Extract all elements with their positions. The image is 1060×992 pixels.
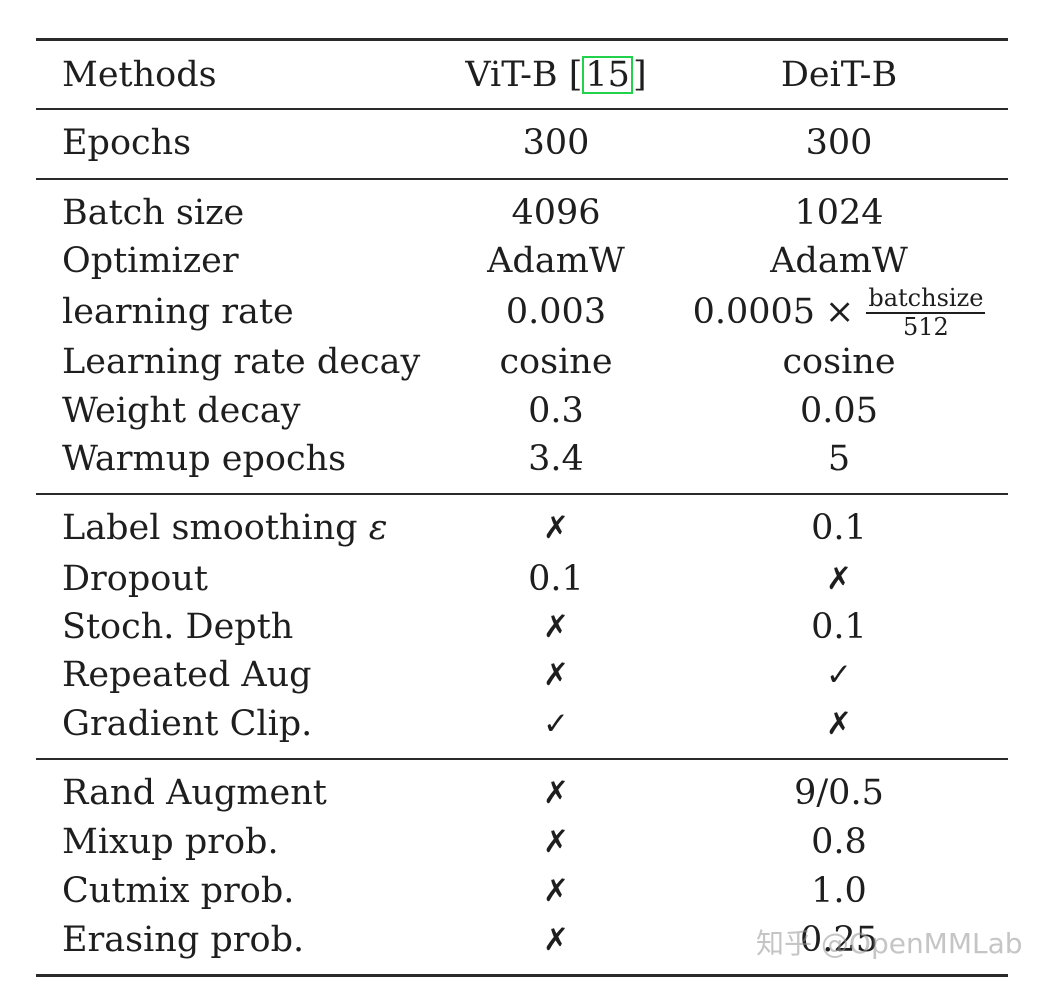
deit-value: 1024 xyxy=(794,193,884,233)
deit-value: 0.25 xyxy=(800,920,878,960)
table-row: Cutmix prob. ✗ 1.0 xyxy=(0,867,1060,915)
deit-value: ✗ xyxy=(826,706,852,742)
deit-value: cosine xyxy=(782,342,896,382)
vit-value: ✓ xyxy=(543,706,569,742)
row-label: Warmup epochs xyxy=(62,439,347,479)
row-label: Gradient Clip. xyxy=(62,704,313,744)
watermark: 知乎 @OpenMMLab xyxy=(756,927,1023,960)
row-label: Rand Augment xyxy=(62,773,327,813)
deit-value: 0.1 xyxy=(811,508,867,548)
table-row: Warmup epochs 3.4 5 xyxy=(0,435,1060,483)
learning-rate-formula: 0.0005 × batchsize 512 xyxy=(692,283,986,341)
fraction-numerator: batchsize xyxy=(866,283,986,314)
deit-value: 0.8 xyxy=(811,822,867,862)
epochs-label: Epochs xyxy=(62,123,192,163)
vit-b-cite-open: [ xyxy=(568,55,583,95)
table-row: Weight decay 0.3 0.05 xyxy=(0,387,1060,435)
vit-b-name: ViT-B xyxy=(465,55,569,95)
deit-value: AdamW xyxy=(770,241,908,281)
row-label: Batch size xyxy=(62,193,245,233)
section-rule xyxy=(36,758,1008,760)
table-row: Gradient Clip. ✓ ✗ xyxy=(0,700,1060,748)
vit-value: 0.003 xyxy=(505,292,607,332)
deit-value: ✓ xyxy=(826,657,852,693)
epochs-vit: 300 xyxy=(522,123,590,163)
deit-value: 0.0005 × batchsize 512 xyxy=(684,283,994,341)
epochs-deit: 300 xyxy=(805,123,873,163)
header-rule xyxy=(36,108,1008,110)
row-label: Mixup prob. xyxy=(62,822,279,862)
vit-value: cosine xyxy=(499,342,613,382)
table-row: Dropout 0.1 ✗ xyxy=(0,555,1060,603)
vit-value: ✗ xyxy=(543,922,569,958)
vit-b-header: ViT-B [15] xyxy=(436,51,676,99)
table-row: Mixup prob. ✗ 0.8 xyxy=(0,818,1060,866)
table-row: Epochs 300 300 xyxy=(0,119,1060,167)
label-smoothing-text: Label smoothing xyxy=(62,508,369,548)
lr-base: 0.0005 xyxy=(692,292,816,332)
fraction-denominator: 512 xyxy=(902,312,949,341)
vit-value: 3.4 xyxy=(528,439,584,479)
row-label: Label smoothing ε xyxy=(62,504,388,552)
deit-value: 0.1 xyxy=(811,607,867,647)
bottom-rule xyxy=(36,974,1008,977)
top-rule xyxy=(36,38,1008,41)
table-row: Stoch. Depth ✗ 0.1 xyxy=(0,603,1060,651)
row-label: Weight decay xyxy=(62,391,301,431)
vit-value: ✗ xyxy=(543,609,569,645)
epsilon-symbol: ε xyxy=(368,508,388,548)
vit-value: ✗ xyxy=(543,824,569,860)
table-row: Batch size 4096 1024 xyxy=(0,189,1060,237)
vit-value: 0.1 xyxy=(528,559,584,599)
row-label: learning rate xyxy=(62,292,294,332)
table-row: Repeated Aug ✗ ✓ xyxy=(0,651,1060,699)
deit-value: ✗ xyxy=(826,561,852,597)
row-label: Optimizer xyxy=(62,241,239,281)
table-row: Rand Augment ✗ 9/0.5 xyxy=(0,769,1060,817)
vit-b-cite-close: ] xyxy=(632,55,647,95)
vit-value: ✗ xyxy=(543,873,569,909)
table-row: Label smoothing ε ✗ 0.1 xyxy=(0,504,1060,552)
citation-link[interactable]: 15 xyxy=(582,56,633,94)
methods-header: Methods xyxy=(62,55,217,95)
deit-value: 0.05 xyxy=(800,391,878,431)
deit-value: 1.0 xyxy=(811,871,867,911)
fraction: batchsize 512 xyxy=(866,283,986,341)
vit-value: ✗ xyxy=(543,510,569,546)
vit-value: AdamW xyxy=(487,241,625,281)
table-row: Optimizer AdamW AdamW xyxy=(0,237,1060,285)
vit-value: 0.3 xyxy=(528,391,584,431)
table-row: Learning rate decay cosine cosine xyxy=(0,338,1060,386)
deit-value: 9/0.5 xyxy=(794,773,884,813)
deit-value: 5 xyxy=(827,439,851,479)
header-row: Methods ViT-B [15] DeiT-B xyxy=(0,51,1060,99)
table-row: learning rate 0.003 0.0005 × batchsize 512 xyxy=(0,283,1060,341)
deit-b-header: DeiT-B xyxy=(780,55,898,95)
vit-value: ✗ xyxy=(543,657,569,693)
row-label: Erasing prob. xyxy=(62,920,305,960)
vit-value: ✗ xyxy=(543,775,569,811)
row-label: Dropout xyxy=(62,559,208,599)
section-rule xyxy=(36,493,1008,495)
section-rule xyxy=(36,178,1008,180)
row-label: Stoch. Depth xyxy=(62,607,294,647)
times-symbol: × xyxy=(825,292,855,332)
row-label: Repeated Aug xyxy=(62,655,312,695)
table-row: Erasing prob. ✗ 0.25 xyxy=(0,916,1060,964)
row-label: Cutmix prob. xyxy=(62,871,295,911)
row-label: Learning rate decay xyxy=(62,342,421,382)
vit-value: 4096 xyxy=(511,193,601,233)
